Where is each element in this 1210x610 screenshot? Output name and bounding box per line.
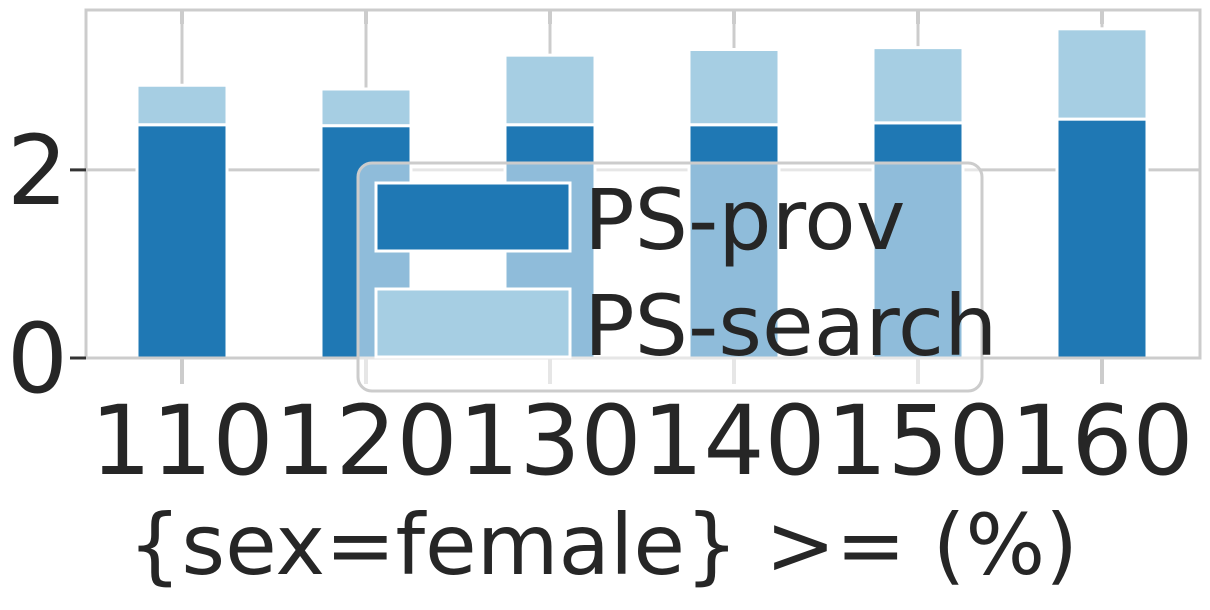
bar-ps-search-150: [871, 46, 965, 125]
bar-ps-search-110: [135, 83, 229, 127]
y-tick-labels: 02: [7, 115, 68, 415]
y-tick-label: 0: [7, 303, 68, 415]
bar-ps-search-140: [687, 48, 781, 127]
legend-label-ps-prov: PS-prov: [584, 171, 905, 269]
x-tick-label: 120: [274, 385, 457, 497]
x-tick-label: 140: [642, 385, 825, 497]
x-axis-label: {sex=female} >= (%): [128, 496, 1078, 594]
bar-ps-search-120: [319, 87, 413, 128]
legend-swatch-ps-prov: [374, 181, 572, 253]
bar-ps-prov-110: [135, 123, 229, 360]
bar-ps-search-130: [503, 53, 597, 127]
y-tick-label: 2: [7, 115, 68, 227]
bar-ps-prov-160: [1055, 117, 1149, 360]
x-tick-label: 150: [826, 385, 1009, 497]
bar-ps-search-160: [1055, 27, 1149, 121]
legend-label-ps-search: PS-search: [584, 277, 997, 375]
x-tick-label: 160: [1010, 385, 1193, 497]
x-tick-labels: 110 120 130 140 150 160: [90, 385, 1193, 497]
x-tick-label: 110: [90, 385, 273, 497]
legend-swatch-ps-search: [374, 287, 572, 359]
x-tick-label: 130: [458, 385, 641, 497]
